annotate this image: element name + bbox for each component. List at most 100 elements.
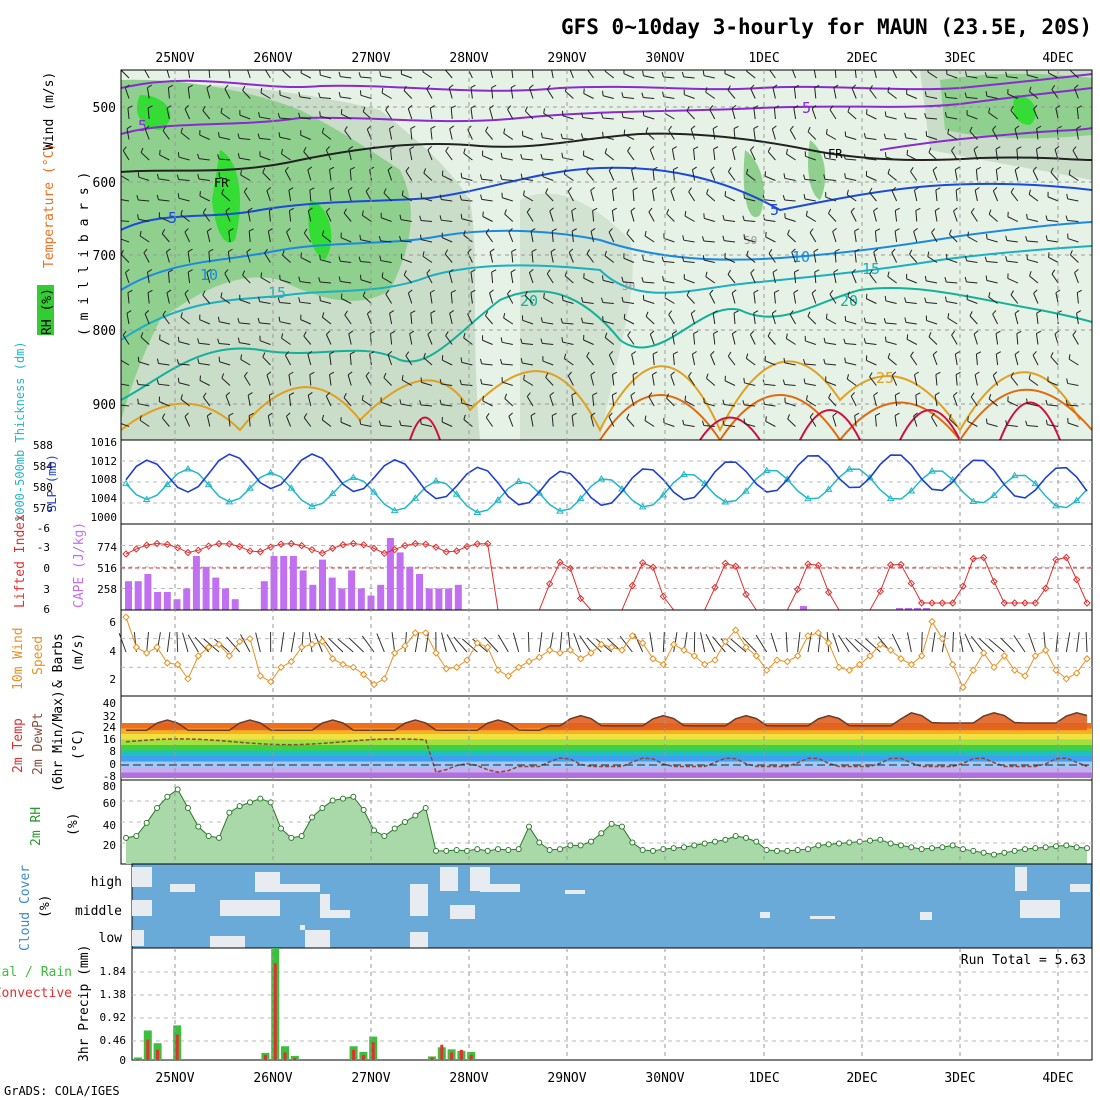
wind-barb [946,96,958,99]
wind-barb [724,219,736,222]
wind-barb [407,292,413,304]
wind-barb-flag [540,317,543,323]
precip-convective-bar [273,963,277,1060]
wind-barb-flag [992,125,997,131]
wind-barb [1010,294,1019,304]
wind-barb-flag [161,228,166,234]
thickness-marker [556,507,564,514]
wind-barb-flag [688,371,692,377]
wind-speed-marker [1031,652,1040,660]
wind-barb [724,257,736,263]
wind-barb [727,355,736,366]
wind-barb [906,338,918,345]
wind-barb [931,632,936,653]
wind-barb [905,117,917,120]
wind-barb [309,374,312,386]
wind-barb-flag [321,312,325,318]
wind-barb-flag [974,371,980,376]
wind-barb [545,377,554,386]
wind-barb [121,404,130,407]
wind-barb-flag [592,207,598,211]
rh-marker [484,847,491,854]
wind-barb [724,73,736,79]
wind-barb [360,423,372,427]
wind-barb-flag [399,235,402,242]
wind-barb [247,395,251,407]
wind-barb [955,374,958,386]
wind-barb [986,423,998,427]
wind-speed-marker [452,663,461,672]
wind-barb-flag [809,228,814,233]
wind-barb [986,76,998,79]
wind-barb-flag [631,166,636,171]
wind-barb [970,212,978,222]
wind-barb [400,240,412,243]
wind-barb [1006,260,1018,263]
li-marker [184,548,192,557]
wind-barb-flag [390,146,396,150]
wind-barb [121,238,130,243]
wind-barb [913,190,918,202]
wind-barb-flag [649,330,655,335]
wind-barb-flag [1045,215,1048,221]
wind-barb [583,93,594,99]
temp-contour-20 [121,287,1092,401]
wind-barb [281,337,291,345]
wind-barb [829,294,837,304]
wind-barb-flag [122,146,127,151]
wind-barb [401,258,412,263]
wind-barb [344,130,352,140]
wind-barb-flag [1014,310,1020,314]
wind-barb [491,271,494,284]
wind-barb-flag [713,330,719,335]
wind-barb-flag [1028,189,1031,195]
wind-barb-flag [348,330,354,335]
rh-marker [825,841,832,848]
wind-barb-flag [530,412,536,417]
wind-barb-flag [934,207,940,212]
li-marker [566,564,575,573]
wind-barb [784,362,796,366]
wind-barb [429,292,433,304]
wind-barb-flag [1066,378,1069,384]
wind-barb-flag [1045,399,1048,405]
temp-contour-35 [409,401,1061,440]
wind-barb-flag [571,228,577,232]
wind-barb-flag [887,271,890,277]
wind-barb-flag [350,351,355,355]
wind-barb [887,357,897,366]
wind-barb-flag [329,187,335,191]
wind-barb [445,150,453,161]
wind-barb [227,251,231,263]
wind-barb [409,149,413,161]
wind-barb [966,260,978,263]
y-tick-label: 700 [93,249,116,264]
wind-barb [340,96,352,99]
wind-barb-flag [459,379,462,385]
wind-barb [966,281,978,284]
wind-speed-marker [866,652,874,660]
wind-barb [385,293,393,304]
cape-bar [163,592,171,610]
cloud-block [132,867,152,887]
wind-barb [791,252,797,263]
wind-barb [243,375,251,386]
wind-barb-flag [823,337,826,343]
wind-barb-flag [379,255,382,261]
wind-barb-flag [883,318,887,324]
cape-bar [183,588,191,610]
wind-barb [571,210,574,222]
wind-barb-flag [285,351,290,356]
wind-barb-flag [995,330,1001,335]
wind-barb [239,114,251,120]
lifted-index-markers [122,539,1091,607]
wind-barb [127,292,130,304]
wind-barb [320,74,332,79]
upper-label-wind: Wind (m/s) [42,72,57,150]
wind-barb [764,383,776,386]
wind-barb [1027,403,1039,407]
cape-bar [299,570,307,610]
wind-barb [444,70,453,79]
wind-barb-flag [947,313,950,319]
wind-barb [441,404,453,407]
